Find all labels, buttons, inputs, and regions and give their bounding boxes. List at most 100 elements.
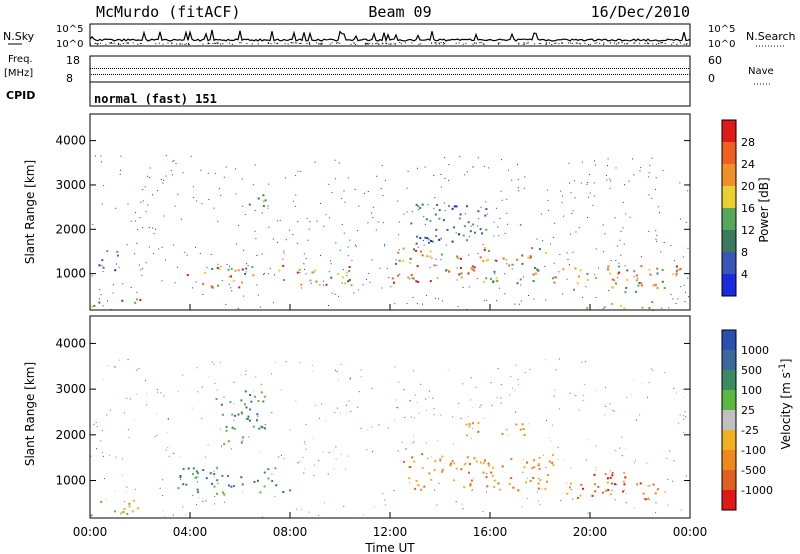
nave-point [247, 74, 248, 75]
velocity-scatter-cell [526, 477, 528, 479]
velocity-colorbar-segment [722, 450, 736, 470]
power-scatter-cell [254, 164, 256, 166]
power-scatter-cell [680, 218, 682, 220]
power-scatter-cell [303, 253, 305, 255]
velocity-scatter-cell [221, 445, 222, 447]
freq-point [336, 68, 337, 69]
power-scatter-cell [267, 273, 269, 275]
velocity-scatter-cell [360, 375, 362, 377]
velocity-echo-cell [213, 473, 216, 476]
power-scatter-cell [300, 287, 302, 289]
velocity-scatter-cell [447, 369, 449, 371]
velocity-scatter-cell [633, 507, 635, 509]
nave-point [239, 74, 240, 75]
power-echo-cell [391, 277, 394, 280]
power-scatter-cell [217, 220, 219, 222]
power-scatter-cell [455, 232, 457, 234]
noise-right-label: N.Search [746, 30, 796, 43]
velocity-scatter-cell [521, 506, 523, 508]
velocity-echo-cell [263, 485, 266, 488]
freq-point [402, 68, 403, 69]
noise-search-point [551, 44, 553, 45]
nave-point [271, 74, 272, 75]
noise-search-point [538, 43, 540, 44]
power-scatter-cell [395, 259, 397, 261]
velocity-scatter-cell [470, 377, 472, 379]
velocity-scatter-cell [154, 436, 156, 438]
velocity-echo-cell [196, 472, 199, 475]
velocity-scatter-cell [146, 404, 148, 406]
power-scatter-cell [357, 289, 359, 291]
power-scatter-cell [514, 303, 516, 305]
velocity-scatter-cell [205, 500, 207, 502]
power-scatter-cell [677, 298, 679, 300]
power-scatter-cell [684, 301, 686, 302]
noise-search-point [603, 43, 604, 45]
power-scatter-cell [305, 273, 307, 275]
velocity-echo-cell [249, 394, 252, 396]
noise-search-point [589, 43, 591, 45]
date-title: 16/Dec/2010 [591, 3, 690, 21]
noise-search-point [118, 42, 119, 44]
power-echo-cell [121, 299, 124, 302]
power-scatter-cell [354, 188, 356, 190]
noise-search-point [526, 42, 528, 44]
freq-point [456, 68, 457, 69]
power-echo-cell [619, 304, 622, 307]
freq-point [212, 68, 213, 69]
freq-point [496, 68, 497, 69]
velocity-scatter-cell [676, 392, 677, 394]
velocity-echo-cell [256, 479, 259, 482]
power-colorbar-segment [722, 274, 736, 296]
velocity-scatter-cell [202, 500, 204, 502]
velocity-echo-cell [249, 419, 251, 422]
noise-search-point [377, 43, 379, 45]
velocity-scatter-cell [162, 495, 164, 496]
nave-point [103, 74, 104, 75]
power-scatter-cell [309, 221, 311, 223]
noise-search-point [618, 42, 620, 44]
power-scatter-cell [569, 233, 571, 235]
power-scatter-cell [225, 303, 227, 305]
power-scatter-cell [244, 213, 246, 215]
power-echo-cell [102, 266, 105, 269]
nave-point [281, 74, 282, 75]
velocity-echo-cell [468, 423, 471, 426]
freq-point [298, 68, 299, 69]
nave-point [445, 74, 446, 75]
power-scatter-cell [369, 281, 371, 283]
power-echo-cell [420, 250, 422, 253]
freq-point [118, 68, 119, 69]
velocity-scatter-cell [684, 411, 686, 413]
nave-point [665, 74, 666, 75]
velocity-scatter-cell [362, 514, 364, 516]
time-x-tick-label: 04:00 [173, 525, 208, 539]
nave-point [325, 74, 326, 75]
power-scatter-cell [656, 240, 657, 242]
freq-point [120, 68, 121, 69]
power-scatter-cell [568, 162, 570, 164]
velocity-echo-cell [463, 463, 466, 466]
power-scatter-cell [323, 284, 325, 286]
velocity-scatter-cell [105, 498, 107, 500]
freq-point [528, 68, 529, 69]
noise-search-point [518, 43, 520, 45]
noise-search-point [100, 42, 102, 44]
power-scatter-cell [585, 286, 587, 288]
power-echo-cell [413, 248, 415, 251]
nave-point [185, 74, 186, 75]
velocity-scatter-cell [517, 378, 519, 380]
noise-search-point [499, 42, 501, 44]
noise-search-point [518, 42, 520, 44]
power-scatter-cell [433, 174, 435, 176]
nave-point [199, 74, 200, 75]
velocity-echo-cell [501, 432, 504, 435]
power-scatter-cell [661, 307, 663, 309]
velocity-echo-cell [611, 474, 614, 477]
noise-search-point [522, 43, 524, 45]
power-scatter-cell [174, 282, 176, 284]
nave-point [471, 74, 472, 75]
freq-point [670, 68, 671, 69]
noise-search-point [393, 43, 395, 45]
velocity-scatter-cell [262, 516, 264, 518]
